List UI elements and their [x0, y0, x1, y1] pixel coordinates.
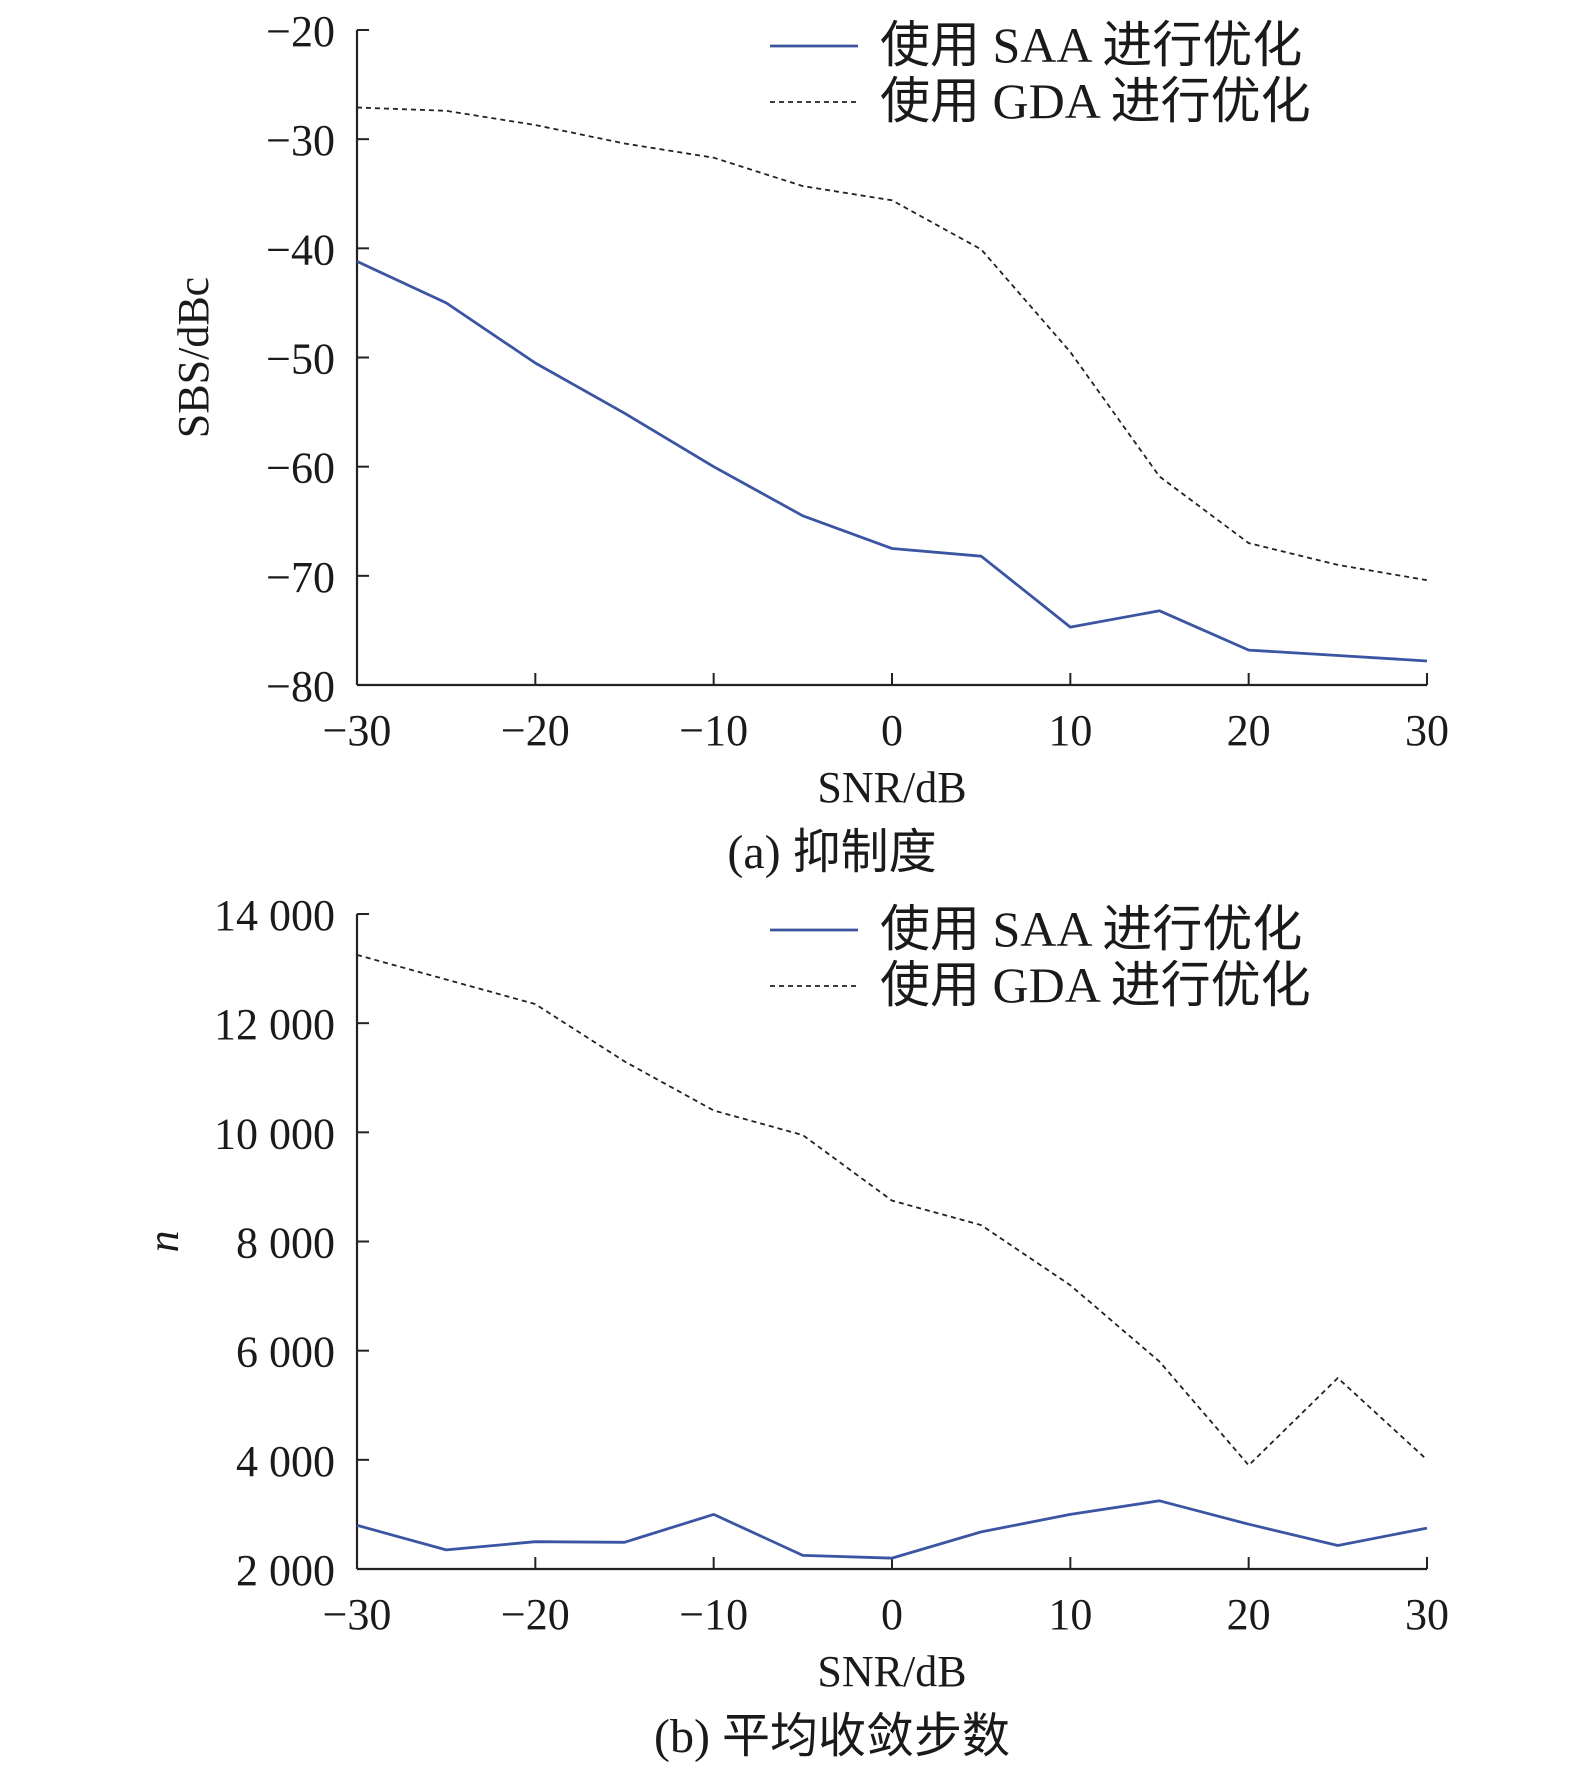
chart-a-x-axis-label: SNR/dB [817, 763, 966, 812]
chart-a-x-tick-label: −30 [323, 706, 392, 755]
chart-a-y-tick-label: −30 [266, 116, 335, 165]
chart-b-y-tick-label: 2 000 [236, 1546, 335, 1595]
chart-b-axes: −30 −20 −10 0 10 20 30 14 000 12 000 10 000 8 000 6… [214, 891, 1449, 1639]
chart-b-x-tick-label: 20 [1227, 1590, 1271, 1639]
chart-b-y-tick-label: 12 000 [214, 1000, 335, 1049]
chart-b-y-tick-label: 10 000 [214, 1109, 335, 1158]
chart-a-x-tick-label: 30 [1405, 706, 1449, 755]
chart-b-x-tick-label: −10 [679, 1590, 748, 1639]
chart-a-x-tick-label: −10 [679, 706, 748, 755]
chart-b-y-tick-label: 6 000 [236, 1328, 335, 1377]
chart-b-y-tick-label: 4 000 [236, 1437, 335, 1486]
chart-b: −30 −20 −10 0 10 20 30 14 000 12 000 10 000 8 000 6… [139, 891, 1449, 1764]
chart-b-x-tick-label: 30 [1405, 1590, 1449, 1639]
chart-a-x-tick-label: 0 [881, 706, 903, 755]
chart-b-series [356, 954, 1428, 1560]
chart-b-labels: SNR/dB n (b) 平均收敛步数 [139, 1231, 1010, 1764]
chart-b-x-tick-label: −20 [501, 1590, 570, 1639]
chart-b-legend-label-gda: 使用 GDA 进行优化 [880, 957, 1311, 1013]
chart-a: −30 −20 −10 0 10 20 30 −20 −30 −40 −50 −60 −70 −80 使用… [169, 7, 1449, 879]
chart-a-y-tick-label: −20 [266, 7, 335, 56]
chart-a-caption: (a) 抑制度 [727, 826, 936, 879]
chart-b-caption: (b) 平均收敛步数 [654, 1710, 1010, 1763]
chart-b-y-axis-label: n [139, 1231, 188, 1253]
chart-a-x-tick-label: −20 [501, 706, 570, 755]
chart-a-y-axis-label: SBS/dBc [169, 277, 218, 438]
chart-a-series-line-gda [356, 106, 1428, 582]
chart-a-labels: SNR/dB SBS/dBc (a) 抑制度 [169, 277, 967, 879]
chart-b-series-line-gda [356, 954, 1428, 1467]
chart-b-x-tick-label: −30 [323, 1590, 392, 1639]
chart-a-series [356, 106, 1428, 663]
chart-a-y-tick-label: −80 [266, 662, 335, 711]
chart-a-legend-label-saa: 使用 SAA 进行优化 [880, 17, 1302, 73]
chart-a-y-tick-label: −40 [266, 225, 335, 274]
chart-b-x-axis-label: SNR/dB [817, 1647, 966, 1696]
chart-a-series-line-saa [356, 260, 1428, 663]
chart-a-axes: −30 −20 −10 0 10 20 30 −20 −30 −40 −50 −60 −70 −80 [266, 7, 1449, 755]
chart-b-x-tick-label: 0 [881, 1590, 903, 1639]
chart-b-y-tick-label: 14 000 [214, 891, 335, 940]
chart-a-y-tick-label: −50 [266, 335, 335, 384]
chart-a-y-tick-label: −60 [266, 444, 335, 493]
chart-b-series-line-saa [356, 1499, 1428, 1560]
chart-b-legend-label-saa: 使用 SAA 进行优化 [880, 901, 1302, 957]
chart-a-legend-label-gda: 使用 GDA 进行优化 [880, 73, 1311, 129]
chart-a-x-tick-label: 20 [1227, 706, 1271, 755]
chart-a-y-tick-label: −70 [266, 553, 335, 602]
chart-b-x-tick-label: 10 [1048, 1590, 1092, 1639]
chart-b-y-tick-label: 8 000 [236, 1219, 335, 1268]
chart-a-x-tick-label: 10 [1048, 706, 1092, 755]
